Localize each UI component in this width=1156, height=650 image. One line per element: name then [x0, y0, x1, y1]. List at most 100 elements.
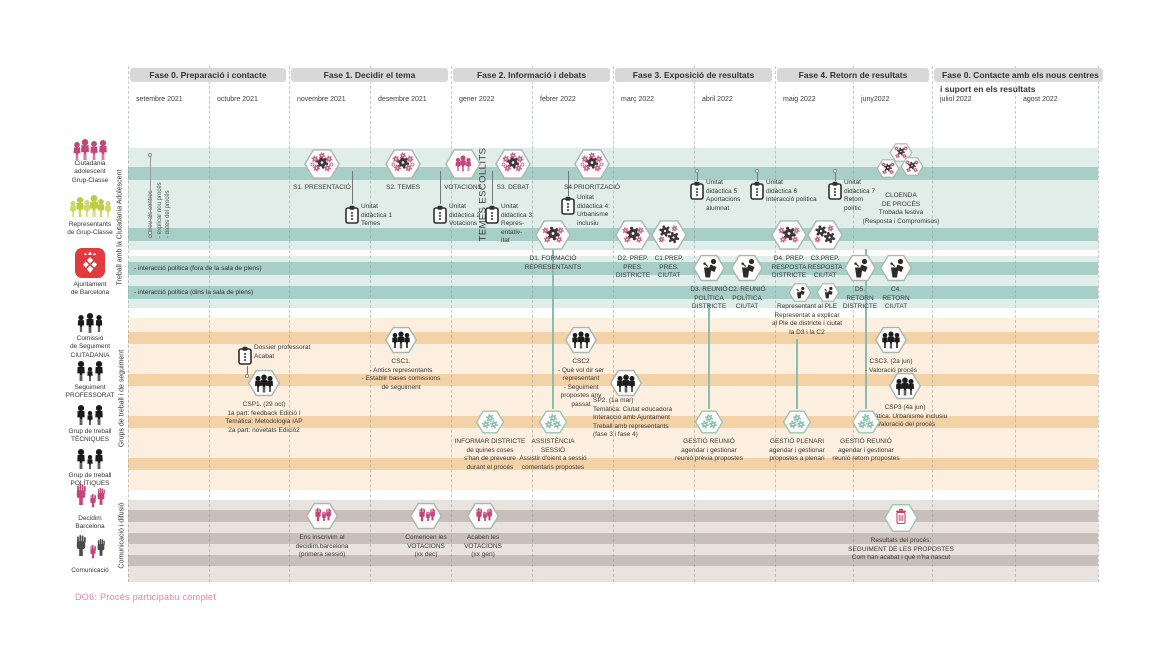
- comencen-votacions-icon: [409, 502, 443, 530]
- resultats-proces-icon: [883, 504, 919, 532]
- connector-cap: [148, 153, 152, 157]
- resultats-proces-label-line: Resultats del procés:: [870, 537, 932, 544]
- representants-grup-classe-icon: [70, 195, 111, 217]
- month-label: abril 2022: [702, 96, 733, 103]
- sp2-label-line: (fase 3 i fase 4): [593, 431, 638, 439]
- s4-prioritzacio-icon: [574, 149, 610, 179]
- inscrivim-decidim-label: Ens inscrivim al decidim.barcelona (primer…: [277, 534, 367, 560]
- connector-line: [149, 157, 151, 231]
- csp1-label-line: 2a part: novetats Edició2: [228, 426, 300, 434]
- treball-ciutadania-label: Treball amb la Ciutadania Adolescent: [116, 169, 124, 286]
- gestio-reunio-retorn-label-line: GESTIÓ REUNIÓ: [840, 438, 892, 445]
- csc3-icon: [874, 326, 908, 354]
- gestio-reunio-retorn-icon: [851, 410, 881, 434]
- resultats-proces-label-line: Com han acabat i què n'ha nascut: [851, 554, 951, 562]
- informar-districte-label-line: de quines coses: [466, 446, 514, 454]
- unitat-didactica-4-label-line: Unitat: [577, 194, 594, 201]
- comissio-seguiment-ciutadania-label-line: de Seguiment: [69, 343, 111, 351]
- decidim-barcelona-label-line: Decidim: [78, 515, 102, 522]
- unitat-didactica-5-label-line: alumnat: [706, 204, 730, 212]
- gestio-reunio-previa-icon: [694, 410, 724, 434]
- votacions-icon: [445, 149, 481, 179]
- dossier-professorat-label-line: Acabat: [254, 352, 275, 360]
- representant-ple-line: Representat a explicar: [774, 311, 840, 319]
- d2-prep-pres-districte-label-line: D2. PREP.: [617, 255, 649, 262]
- comunicacio-difusio-label: Comunicació i difusió: [118, 502, 126, 569]
- ple-hex-2-node: [816, 282, 840, 303]
- connector-line: [552, 249, 554, 409]
- s2-temes-node: [384, 147, 422, 181]
- unitat-didactica-5-label-line: Aportacions: [706, 196, 741, 204]
- gestio-reunio-retorn-node: [851, 409, 881, 435]
- csc2-label: CSC2- Què vol dir ser representant - Segui…: [536, 358, 626, 409]
- connector-line: [796, 339, 798, 409]
- cloenda-proces-label-line: Trobada festiva: [878, 209, 924, 217]
- month-grid-line: [370, 66, 371, 582]
- unitat-didactica-2-icon: [433, 205, 447, 224]
- decidim-barcelona-label-line: Barcelona: [75, 523, 105, 531]
- ajuntament-barcelona-icon-holder: [74, 247, 106, 279]
- csc2-icon: [564, 326, 598, 354]
- comissio-seguiment-ciutadania-label: Comissió de Seguiment CIUTADANIA: [48, 335, 132, 360]
- unitat-didactica-5-label-line: Unitat: [706, 179, 723, 186]
- csc2-label-line: passat: [571, 400, 591, 408]
- phase-label: Fase 1. Decidir el tema: [323, 70, 416, 80]
- csp1-node: [247, 368, 281, 398]
- month-grid-line: [128, 66, 129, 582]
- month-label: setembre 2021: [136, 96, 183, 103]
- gestio-reunio-retorn-label: GESTIÓ REUNIÓ agendar i gestionar reunió r…: [811, 438, 921, 464]
- acaben-votacions-label-line: Acaben les: [466, 534, 500, 541]
- informar-districte-label-line: s'han de preveure: [464, 455, 516, 463]
- connector-line: [696, 173, 698, 181]
- s3-debat-node: [494, 147, 532, 181]
- connector-cap: [245, 374, 249, 378]
- d3-reunio-politica-districte-label: D3. REUNIÓ POLÍTICA DISTRICTE: [679, 286, 739, 312]
- correu-line: - dates del procés: [165, 190, 172, 239]
- ple-hex-1-node: [788, 282, 812, 303]
- comencen-votacions-label-line: VOTACIONS: [407, 542, 445, 550]
- acaben-votacions-label-line: VOTACIONS: [464, 542, 502, 550]
- c4-retorn-ciutat-label-line: RETORN: [882, 294, 910, 302]
- cloenda-proces-icon: [876, 143, 924, 178]
- cloenda-proces-label-line: (Resposta i Compromisos): [862, 217, 940, 225]
- inscrivim-decidim-label-line: decidim.barcelona: [295, 542, 349, 550]
- s1-presentacio-icon: [304, 149, 340, 179]
- informar-districte-label-line: INFORMAR DISTRICTE: [454, 438, 526, 445]
- inscrivim-decidim-label-line: Ens inscrivim al: [299, 534, 345, 541]
- ajuntament-barcelona-label-line: de Barcelona: [70, 289, 110, 297]
- c1-prep-pres-ciutat-label-line: C1.PREP.: [654, 255, 684, 262]
- comunicacio-icon: [76, 535, 105, 559]
- d5-retorn-districte-icon: [843, 254, 877, 282]
- month-label: agost 2022: [1023, 96, 1058, 103]
- d4-prep-resposta-districte-label-line: D4. PREP.: [773, 255, 805, 262]
- teal-stripe-fora-label: - interacció política (fora de la sala d…: [134, 265, 262, 272]
- cloenda-proces-label: CLOENDA DE PROCÉS Trobada festiva (Resposta…: [841, 192, 961, 226]
- d5-retorn-districte-label-line: DISTRICTE: [842, 303, 878, 311]
- unitat-didactica-2-label-line: Votacions: [449, 220, 478, 228]
- csc1-label-line: de seguiment: [381, 383, 421, 391]
- grup-treball-politiques-label-line: Grup de treball: [68, 472, 112, 479]
- gestio-reunio-previa-label-line: agendar i gestionar: [681, 446, 737, 454]
- csp3-label: CSP3 (4a jun) Temàtica: Urbanisme inclusi…: [843, 404, 967, 430]
- unitat-didactica-7-label-line: polític: [844, 204, 861, 212]
- d5-retorn-districte-label: D5. RETORN DISTRICTE: [830, 286, 890, 312]
- c4-retorn-ciutat-label-line: CIUTAT: [884, 303, 908, 311]
- ciutadania-adolescent-label-line: adolescent: [74, 168, 106, 176]
- dossier-professorat-node: [238, 346, 252, 365]
- month-grid-line: [775, 66, 776, 582]
- csc3-label: CSC3. (2a jun) - Valoració procés: [846, 358, 936, 375]
- decidim-barcelona-icon-holder: [69, 480, 111, 516]
- ciutadania-adolescent-icon-holder: [69, 136, 111, 162]
- unitat-didactica-1-label-line: didàctica 1: [361, 211, 393, 219]
- csc1-icon: [384, 326, 418, 354]
- d3-reunio-politica-districte-label-line: POLÍTICA: [694, 294, 724, 302]
- csc3-label-line: - Valoració procés: [865, 366, 917, 374]
- connector-line: [708, 304, 710, 409]
- acaben-votacions-node: [466, 501, 500, 531]
- d3-reunio-politica-districte-node: [692, 253, 726, 283]
- c3-prep-resposta-ciutat-icon: [807, 220, 843, 250]
- d2-prep-pres-districte-icon: [615, 220, 651, 250]
- d5-retorn-districte-node: [843, 253, 877, 283]
- c3-prep-resposta-ciutat-label-line: C3.PREP.: [810, 255, 840, 262]
- ciutadania-adolescent-icon: [73, 139, 107, 160]
